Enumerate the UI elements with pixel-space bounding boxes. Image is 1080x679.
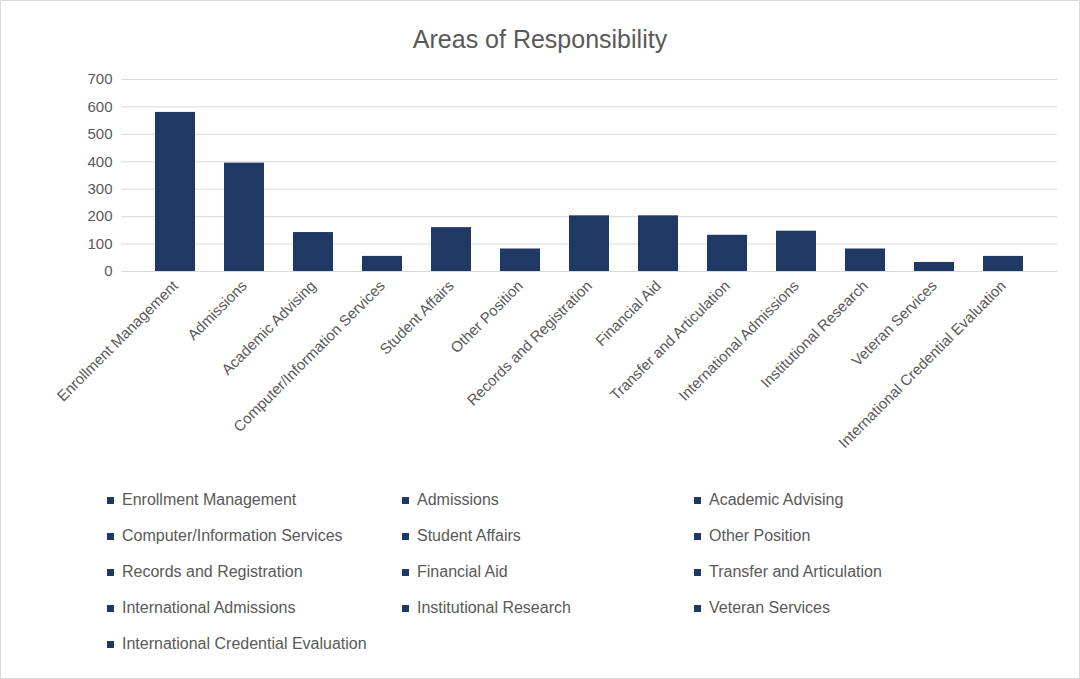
svg-text:600: 600 xyxy=(87,98,112,115)
svg-text:Other Position: Other Position xyxy=(447,277,526,356)
html-text:Financial Aid: Financial Aid xyxy=(417,563,508,580)
html-text:Computer/Information Services: Computer/Information Services xyxy=(122,527,343,544)
svg-text:400: 400 xyxy=(87,153,112,170)
html-text:Veteran Services: Veteran Services xyxy=(709,599,830,616)
svg-text:300: 300 xyxy=(87,180,112,197)
html-text:Student Affairs: Student Affairs xyxy=(417,527,521,544)
html-text:Enrollment Management: Enrollment Management xyxy=(122,491,297,508)
svg-text:200: 200 xyxy=(87,207,112,224)
svg-text:Transfer and Articulation: Transfer and Articulation xyxy=(606,277,733,404)
html-text:Areas of Responsibility: Areas of Responsibility xyxy=(412,25,668,53)
svg-text:0: 0 xyxy=(104,262,112,279)
svg-text:700: 700 xyxy=(87,70,112,87)
svg-text:International Credential Evalu: International Credential Evaluation xyxy=(835,277,1009,451)
html-text:Academic Advising: Academic Advising xyxy=(709,491,844,508)
svg-text:Enrollment Management: Enrollment Management xyxy=(53,276,181,404)
html-text:International Admissions: International Admissions xyxy=(122,599,296,616)
svg-text:Institutional Research: Institutional Research xyxy=(757,277,871,391)
svg-text:Computer/Information Services: Computer/Information Services xyxy=(230,277,388,435)
html-text:Institutional Research: Institutional Research xyxy=(417,599,571,616)
svg-text:Admissions: Admissions xyxy=(184,277,250,343)
svg-text:Veteran Services: Veteran Services xyxy=(847,276,940,369)
svg-text:Academic Advising: Academic Advising xyxy=(218,276,319,378)
svg-text:100: 100 xyxy=(87,235,112,252)
svg-text:Records and Registration: Records and Registration xyxy=(463,277,595,409)
html-text:International Credential Evalu: International Credential Evaluation xyxy=(122,635,367,652)
html-text:Other Position: Other Position xyxy=(709,527,811,544)
svg-text:Student Affairs: Student Affairs xyxy=(376,277,457,358)
svg-text:International Admissions: International Admissions xyxy=(675,277,802,404)
html-text:Records and Registration: Records and Registration xyxy=(122,563,303,580)
html-text:Admissions: Admissions xyxy=(417,491,499,508)
svg-text:500: 500 xyxy=(87,125,112,142)
html-text:Transfer and Articulation: Transfer and Articulation xyxy=(709,563,882,580)
svg-text:Financial Aid: Financial Aid xyxy=(592,277,664,349)
